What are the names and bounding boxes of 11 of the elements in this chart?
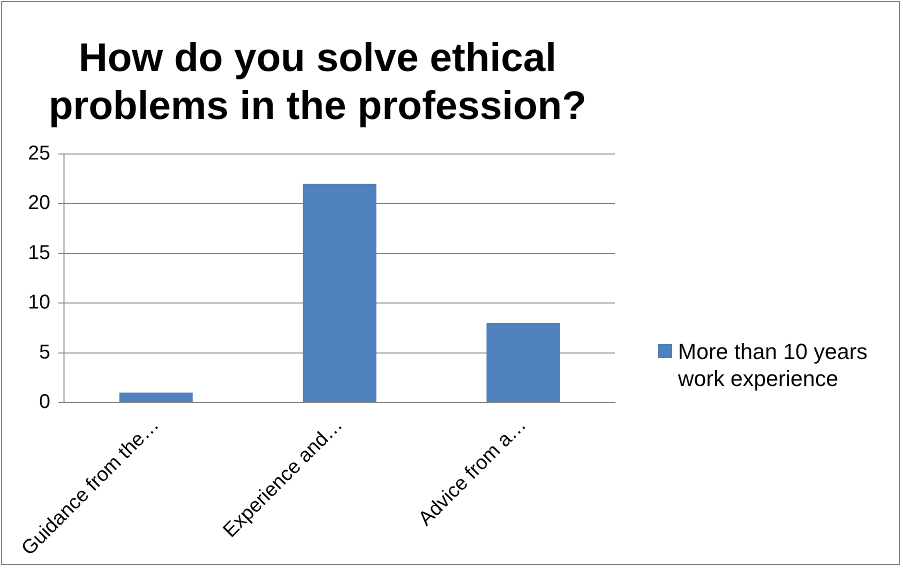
y-tick-label: 25 — [28, 142, 50, 165]
bar — [302, 184, 376, 402]
chart-title: How do you solve ethical problems in the profession? — [48, 36, 586, 128]
y-tick-label: 5 — [39, 341, 50, 364]
y-tick-label: 15 — [28, 242, 50, 264]
legend-label: More than 10 years work experience — [678, 338, 869, 392]
y-tick-label: 0 — [39, 391, 50, 414]
bar — [486, 323, 560, 402]
bar — [119, 392, 193, 402]
y-tick-label: 10 — [28, 292, 50, 314]
y-tick-label: 20 — [28, 192, 50, 214]
